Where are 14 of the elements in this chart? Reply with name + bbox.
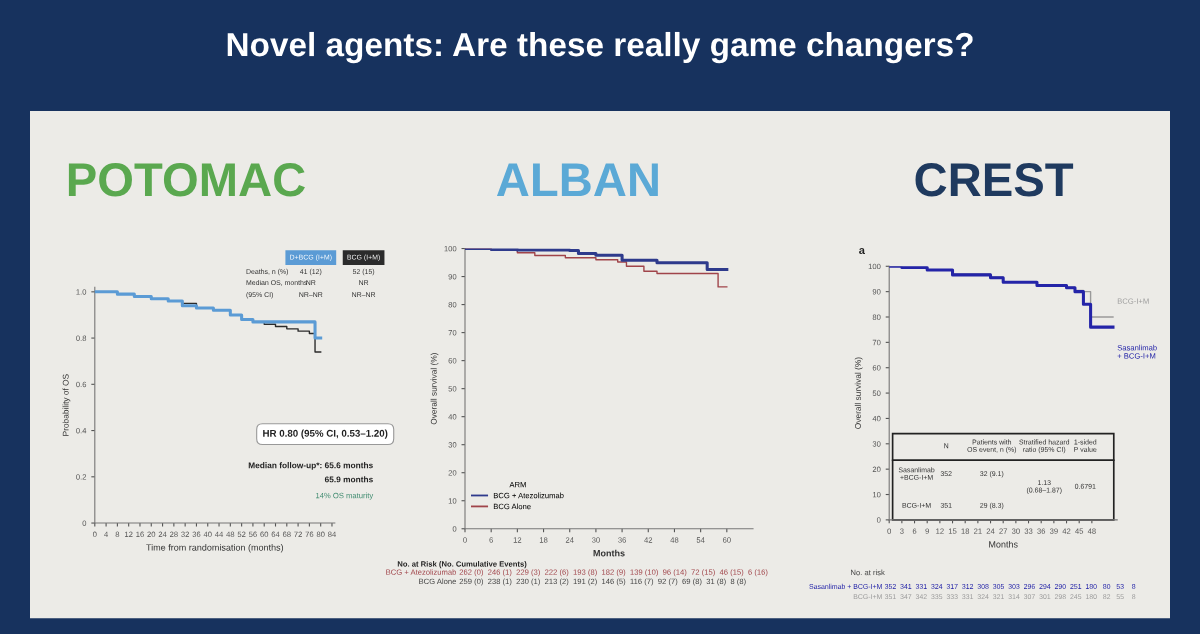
x-axis-title: Time from randomisation (months) xyxy=(146,544,284,553)
y-axis-title: Overall survival (%) xyxy=(430,353,439,425)
y-axis-title: Overall survival (%) xyxy=(854,357,863,429)
chart-title: CREST xyxy=(915,163,1074,197)
text: Novel agents: Are these really game changers? xyxy=(227,31,973,64)
annotation: HR 0.80 (95% CI, 0.53–1.20) xyxy=(263,429,388,439)
annotation: 65.9 months xyxy=(324,476,373,483)
x-axis-title: Months xyxy=(593,549,625,557)
x-axis-title: Months xyxy=(989,540,1018,548)
chart-title: POTOMAC xyxy=(68,163,305,197)
annotation: Median follow-up*: 65.6 months xyxy=(248,462,373,470)
chart-title: ALBAN xyxy=(496,163,658,197)
y-axis-title: Probability of OS xyxy=(62,374,71,436)
text: a xyxy=(859,247,865,255)
